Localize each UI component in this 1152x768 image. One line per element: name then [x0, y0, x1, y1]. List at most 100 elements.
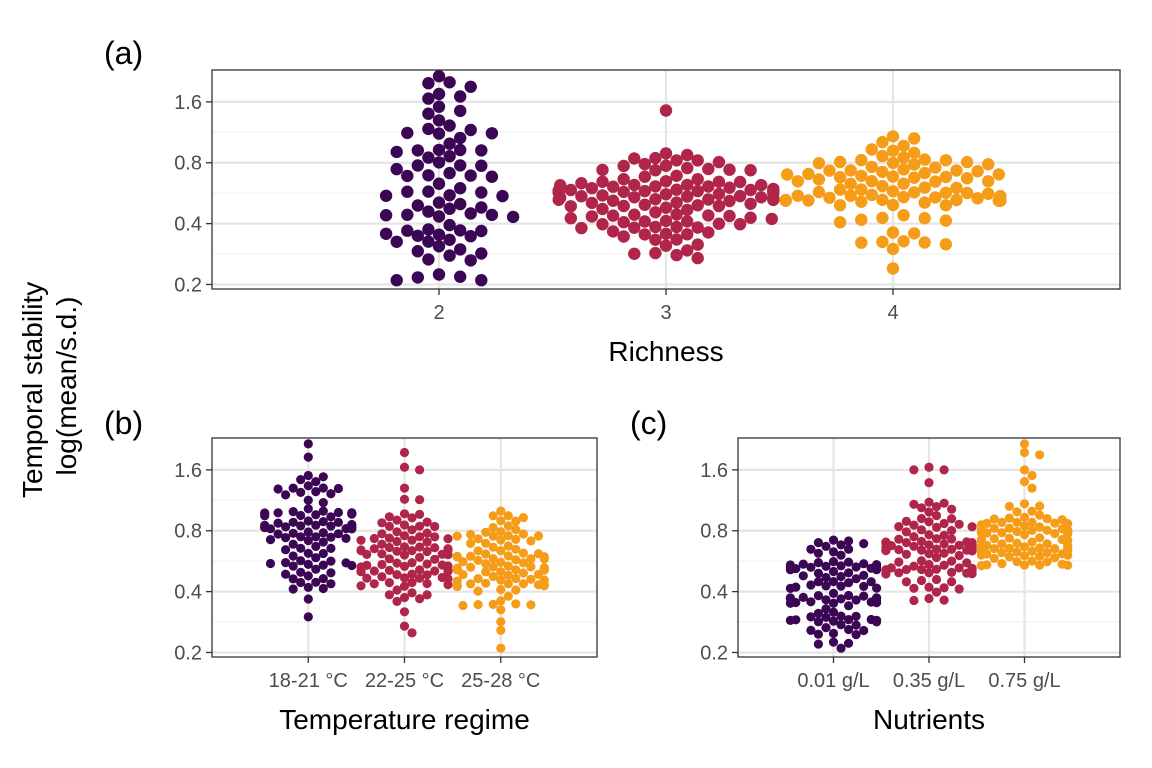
data-point — [712, 199, 726, 213]
data-point — [836, 620, 846, 630]
data-point — [628, 152, 641, 165]
data-point — [916, 575, 927, 586]
data-point — [670, 169, 683, 182]
data-point — [407, 588, 417, 598]
data-point — [939, 560, 949, 570]
data-point — [407, 546, 417, 556]
data-point — [575, 177, 588, 190]
data-point — [916, 525, 927, 535]
data-point — [876, 235, 889, 249]
data-point — [681, 148, 694, 162]
data-point — [407, 628, 417, 638]
data-point — [318, 506, 328, 516]
data-point — [821, 595, 831, 605]
data-point — [886, 185, 900, 198]
data-point — [989, 553, 999, 564]
data-point — [954, 550, 964, 561]
data-point — [908, 186, 921, 199]
data-point — [876, 149, 889, 163]
data-point — [828, 577, 839, 587]
data-point — [617, 199, 630, 213]
data-point — [865, 175, 878, 188]
data-point — [399, 592, 410, 603]
data-point — [511, 544, 521, 554]
data-point — [333, 507, 343, 518]
data-point — [806, 580, 816, 590]
data-point — [886, 144, 900, 157]
data-point — [415, 532, 425, 542]
data-point — [659, 159, 673, 172]
data-point — [628, 208, 641, 221]
data-point — [828, 628, 839, 639]
panel-tag-a: (a) — [104, 35, 143, 71]
data-point — [1019, 499, 1030, 509]
data-point — [828, 547, 839, 557]
data-point — [947, 544, 957, 555]
data-point — [821, 581, 831, 591]
data-point — [855, 169, 868, 182]
data-point — [432, 87, 446, 101]
data-point — [638, 228, 651, 241]
data-point — [954, 584, 964, 594]
series-c-3 — [976, 439, 1073, 571]
data-point — [496, 596, 506, 606]
data-point — [326, 489, 336, 499]
data-point — [897, 139, 910, 153]
data-point — [392, 585, 402, 595]
data-point — [575, 221, 588, 235]
data-point — [931, 510, 942, 521]
data-point — [982, 158, 995, 171]
data-point — [443, 574, 453, 584]
data-point — [1035, 560, 1045, 570]
data-point — [415, 552, 425, 563]
data-point — [1004, 552, 1015, 562]
data-point — [265, 535, 276, 545]
data-point — [821, 572, 831, 583]
data-point — [377, 559, 387, 570]
data-point — [670, 183, 683, 196]
data-point — [659, 239, 673, 252]
data-point — [488, 599, 498, 610]
data-point — [649, 246, 662, 260]
data-point — [539, 554, 549, 564]
x-tick-label: 4 — [887, 302, 898, 324]
y-tick-label: 0.2 — [700, 642, 728, 664]
data-point — [422, 205, 435, 218]
data-point — [296, 567, 306, 577]
data-point — [281, 569, 291, 579]
data-point — [1027, 506, 1037, 516]
data-point — [296, 532, 306, 542]
data-point — [628, 191, 641, 204]
x-tick-label: 0.75 g/L — [988, 670, 1060, 692]
series-c-1 — [785, 535, 882, 653]
data-point — [1004, 543, 1015, 554]
data-point — [976, 546, 987, 557]
data-point — [464, 123, 477, 137]
data-point — [670, 208, 683, 221]
data-point — [918, 236, 931, 249]
data-point — [712, 155, 726, 169]
data-point — [432, 100, 446, 113]
data-point — [311, 532, 321, 542]
data-point — [659, 175, 673, 188]
data-point — [260, 511, 270, 521]
data-point — [992, 168, 1005, 181]
data-point — [897, 177, 910, 190]
data-point — [918, 212, 931, 225]
series-c-2 — [881, 462, 977, 606]
data-point — [303, 495, 313, 505]
data-point — [897, 235, 910, 248]
data-point — [1042, 525, 1052, 535]
data-point — [960, 172, 974, 185]
data-point — [1004, 533, 1015, 543]
data-point — [422, 570, 432, 580]
x-tick-label: 2 — [433, 302, 444, 324]
data-point — [341, 558, 351, 568]
panel-tag-b: (b) — [104, 405, 143, 441]
data-point — [851, 630, 861, 640]
data-point — [1050, 518, 1060, 528]
data-point — [939, 186, 953, 199]
data-point — [481, 549, 491, 559]
data-point — [303, 470, 313, 481]
